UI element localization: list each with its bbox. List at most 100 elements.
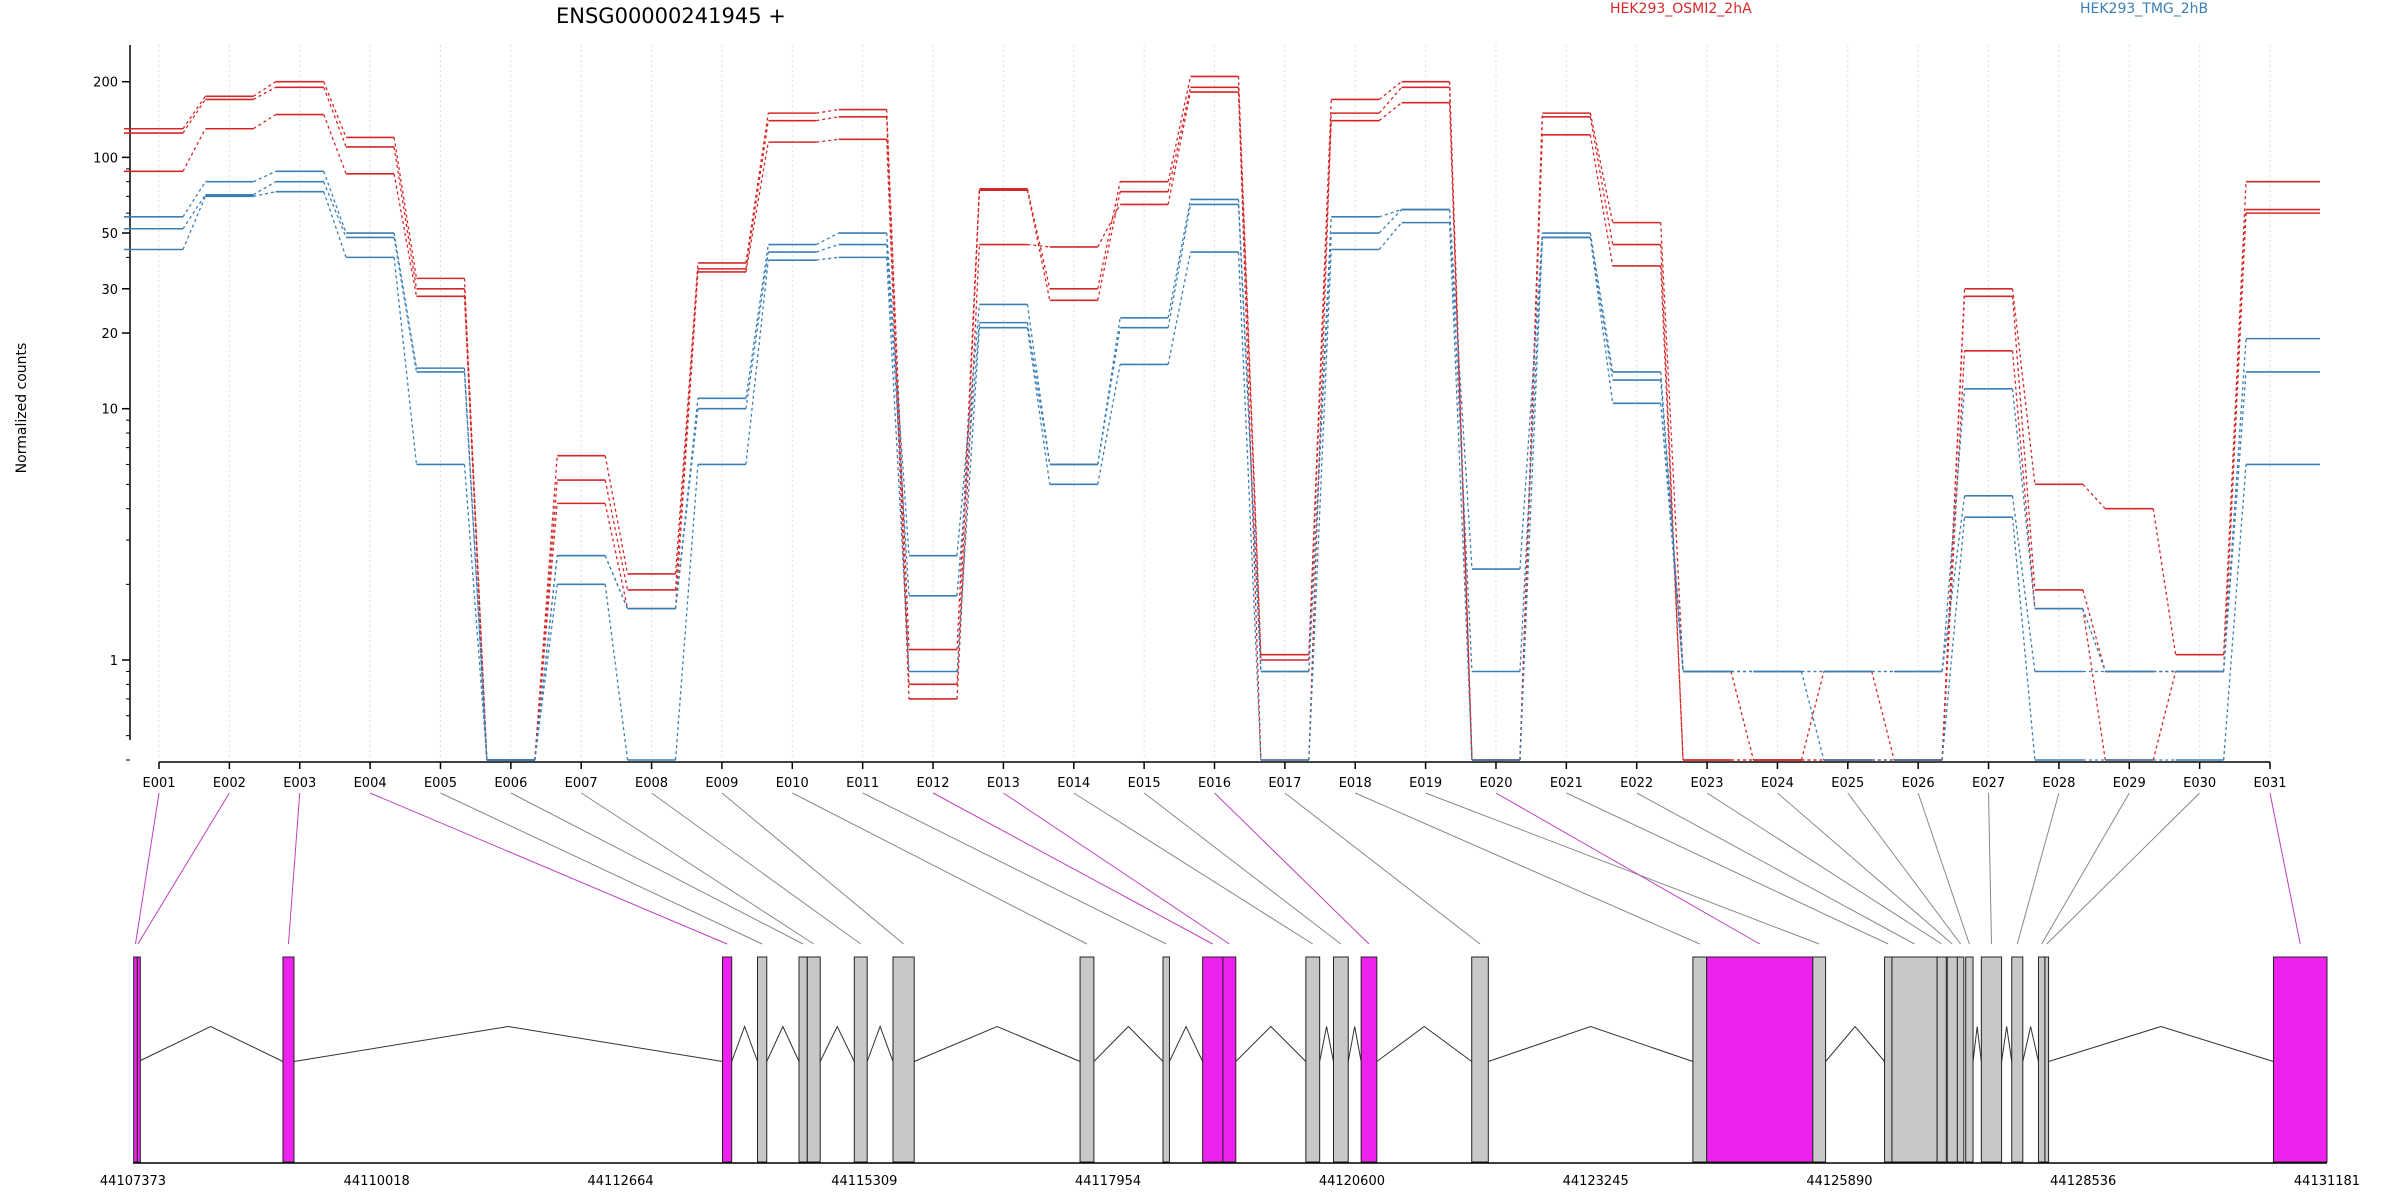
series-transition xyxy=(534,584,558,761)
series-transition xyxy=(674,398,699,609)
exon-label-e030: E030 xyxy=(2183,776,2216,791)
series-transition xyxy=(1660,222,1684,672)
intron-line xyxy=(1347,1026,1362,1062)
series-transition xyxy=(1097,191,1121,301)
connector-e021 xyxy=(1566,792,1889,945)
series-transition xyxy=(1026,322,1051,465)
series-transition xyxy=(1378,102,1403,122)
y-tick-label: 1 xyxy=(110,654,118,669)
exon-box-e002 xyxy=(136,956,141,1163)
series-transition xyxy=(2082,608,2106,672)
connector-e010 xyxy=(792,792,1088,945)
series-transition xyxy=(2011,288,2036,485)
series-transition xyxy=(1308,216,1332,672)
series-transition xyxy=(1167,199,1192,318)
series-transition xyxy=(1660,244,1684,761)
exon-box-e013 xyxy=(1222,956,1237,1163)
exon-label-e023: E023 xyxy=(1691,776,1724,791)
genomic-tick-label: 44123245 xyxy=(1563,1174,1629,1189)
intron-line xyxy=(1093,1025,1164,1062)
intron-line xyxy=(138,1025,284,1062)
series-transition xyxy=(1941,517,1966,761)
genomic-tick-label: 44110018 xyxy=(344,1174,410,1189)
series-transition xyxy=(1308,249,1332,761)
exon-box-e014 xyxy=(1305,956,1321,1163)
connector-e031 xyxy=(2269,792,2301,945)
series-transition xyxy=(816,108,839,114)
exon-label-e018: E018 xyxy=(1339,776,1372,791)
exon-label-e004: E004 xyxy=(354,776,387,791)
intron-line xyxy=(1825,1025,1885,1062)
intron-line xyxy=(2022,1026,2039,1062)
exon-box-e031 xyxy=(2272,956,2328,1163)
intron-line xyxy=(766,1025,800,1062)
exon-box-e016 xyxy=(1360,956,1378,1163)
exon-gridlines xyxy=(158,45,2271,760)
series-transition xyxy=(816,138,839,143)
connector-e011 xyxy=(862,792,1167,945)
genomic-tick-label: 44115309 xyxy=(831,1174,897,1189)
series-transition xyxy=(956,322,981,596)
intron-line xyxy=(1169,1025,1204,1062)
connector-e029 xyxy=(2041,792,2130,945)
exon-box-e019 xyxy=(1812,956,1827,1163)
legend-entry-osmi2: HEK293_OSMI2_2hA xyxy=(1610,1,1752,17)
exon-box-e012 xyxy=(1202,956,1224,1163)
series-transition xyxy=(2222,181,2247,655)
exon-label-e013: E013 xyxy=(987,776,1020,791)
series-transition xyxy=(1660,371,1684,672)
exon-label-e029: E029 xyxy=(2113,776,2146,791)
series-osmi2-replicate xyxy=(124,91,2320,761)
exon-label-e021: E021 xyxy=(1550,776,1583,791)
series-transition xyxy=(1167,87,1192,192)
series-transition xyxy=(1448,222,1473,761)
connector-e009 xyxy=(721,792,904,945)
exon-label-e031: E031 xyxy=(2253,776,2286,791)
series-transition xyxy=(1167,76,1192,182)
series-transition xyxy=(604,479,629,591)
exon-label-e026: E026 xyxy=(1902,776,1935,791)
series-transition xyxy=(745,142,769,273)
exon-box-e004 xyxy=(722,956,733,1163)
y-axis-label: Normalized counts xyxy=(14,343,30,474)
series-transition xyxy=(1589,116,1614,245)
series-transition xyxy=(323,81,347,138)
series-transition xyxy=(182,128,206,172)
series-transition xyxy=(1027,243,1050,248)
series-transition xyxy=(604,455,629,575)
exon-label-e027: E027 xyxy=(1972,776,2005,791)
series-transition xyxy=(1097,327,1121,465)
connector-e002 xyxy=(137,792,230,945)
series-osmi2-replicate xyxy=(124,86,2320,761)
series-transition xyxy=(1026,327,1051,485)
series-transition xyxy=(253,114,277,130)
series-transition xyxy=(1237,204,1262,672)
series-transition xyxy=(674,271,699,609)
series-transition xyxy=(1448,209,1473,570)
exon-box-e011 xyxy=(1162,956,1170,1163)
series-transition xyxy=(2152,671,2177,761)
y-tick-label: 200 xyxy=(93,76,118,91)
exon-label-e005: E005 xyxy=(424,776,457,791)
series-transition xyxy=(1097,364,1121,485)
intron-line xyxy=(819,1025,855,1062)
exon-label-e001: E001 xyxy=(142,776,175,791)
series-transition xyxy=(1448,87,1473,761)
series-transition xyxy=(1378,81,1403,100)
exon-box-e028 xyxy=(2011,956,2024,1163)
genomic-tick-label: 44131181 xyxy=(2294,1174,2360,1189)
connector-e028 xyxy=(2016,792,2060,945)
intron-line xyxy=(1488,1025,1694,1062)
connector-e016 xyxy=(1214,792,1370,945)
connector-e024 xyxy=(1777,792,1953,945)
exon-label-e008: E008 xyxy=(635,776,668,791)
series-transition xyxy=(745,244,769,399)
exon-box-e003 xyxy=(282,956,295,1163)
series-lines xyxy=(124,75,2320,761)
series-transition xyxy=(182,181,206,218)
series-transition xyxy=(182,99,206,134)
exon-label-e012: E012 xyxy=(917,776,950,791)
series-transition xyxy=(1097,181,1121,289)
series-transition xyxy=(323,171,347,234)
gene-model xyxy=(133,956,2328,1163)
